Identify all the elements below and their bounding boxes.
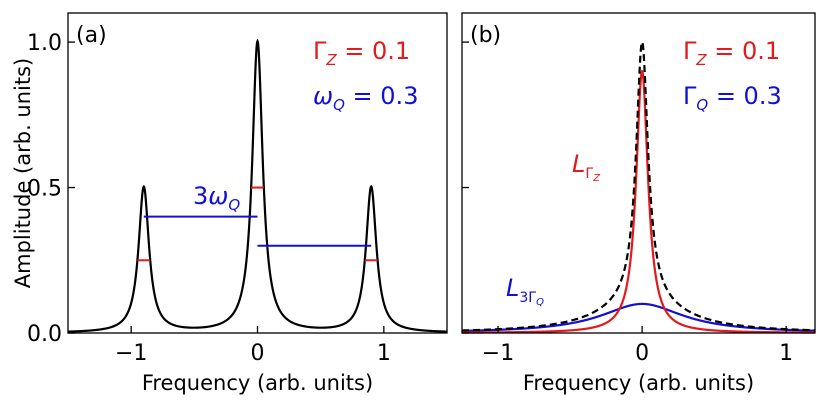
panel-b-frame bbox=[461, 12, 816, 334]
legend-entry: ΓQ = 0.3 bbox=[683, 82, 782, 114]
panel-b-plot-area bbox=[461, 40, 816, 334]
panel-a: −1 0 1 0.0 0.5 1.0 (a) Frequency (arb. units)… bbox=[11, 12, 448, 395]
spacing-label-part: ω bbox=[208, 182, 228, 210]
legend-entry-part: Γ bbox=[683, 82, 697, 110]
x-tick-label: 0 bbox=[251, 341, 265, 366]
legend-entry: ΓZ = 0.1 bbox=[683, 37, 780, 69]
curve-label-part: Q bbox=[536, 297, 544, 308]
red-lorentzian-line bbox=[462, 69, 816, 334]
curve-label-part: Z bbox=[592, 173, 601, 184]
legend-entry: ΓZ = 0.1 bbox=[313, 37, 410, 69]
panel-a-spacing-label: 3ωQ bbox=[193, 182, 240, 214]
legend-entry-part: = 0.1 bbox=[337, 37, 411, 65]
legend-entry-part: = 0.1 bbox=[707, 37, 781, 65]
legend-entry-part: Q bbox=[333, 96, 345, 114]
panel-a-x-axis-title: Frequency (arb. units) bbox=[142, 371, 373, 395]
panel-b-x-axis-title: Frequency (arb. units) bbox=[523, 371, 754, 395]
x-tick-label: 1 bbox=[377, 341, 391, 366]
spacing-label-part: Q bbox=[228, 196, 240, 214]
panel-a-ticks: −1 0 1 0.0 0.5 1.0 bbox=[27, 31, 391, 366]
curve-label-part: Γ bbox=[585, 166, 593, 182]
y-tick-label: 1.0 bbox=[27, 31, 62, 56]
curve-label-part: L bbox=[572, 150, 585, 178]
legend-entry: ωQ = 0.3 bbox=[313, 82, 418, 114]
panel-b: −1 0 1 (b) Frequency (arb. units) ΓZ = 0.1… bbox=[461, 12, 816, 395]
spectrum-line bbox=[67, 38, 448, 333]
y-tick-label: 0.0 bbox=[27, 322, 62, 347]
panel-a-plot-area bbox=[67, 38, 448, 333]
y-tick-label: 0.5 bbox=[27, 177, 62, 202]
curve-label-part: L bbox=[506, 274, 519, 302]
panel-b-label: (b) bbox=[470, 23, 501, 48]
spacing-label-part: 3 bbox=[193, 182, 208, 210]
legend-entry-part: Γ bbox=[313, 37, 327, 65]
panel-a-label: (a) bbox=[76, 23, 107, 48]
sum-dashed-line bbox=[461, 40, 816, 332]
legend-entry-part: = 0.3 bbox=[708, 82, 782, 110]
legend-entry-part: Z bbox=[695, 51, 707, 69]
panel-b-ticks: −1 0 1 bbox=[462, 41, 793, 366]
panel-a-legend: ΓZ = 0.1ωQ = 0.3 bbox=[313, 37, 418, 114]
legend-entry-part: ω bbox=[313, 82, 333, 110]
x-tick-label: −1 bbox=[482, 341, 514, 366]
legend-entry-part: Γ bbox=[683, 37, 697, 65]
curve-label-part: 3Γ bbox=[519, 290, 536, 306]
legend-entry-part: Q bbox=[696, 96, 708, 114]
x-tick-label: −1 bbox=[115, 341, 147, 366]
legend-entry-part: = 0.3 bbox=[345, 82, 419, 110]
x-tick-label: 0 bbox=[635, 341, 649, 366]
curve-label: LΓZ bbox=[572, 150, 601, 184]
panel-b-legend: ΓZ = 0.1ΓQ = 0.3 bbox=[683, 37, 782, 114]
legend-entry-part: Z bbox=[325, 51, 337, 69]
panel-a-y-axis-title: Amplitude (arb. units) bbox=[11, 58, 35, 289]
curve-label: L3ΓQ bbox=[506, 274, 544, 308]
x-tick-label: 1 bbox=[779, 341, 793, 366]
